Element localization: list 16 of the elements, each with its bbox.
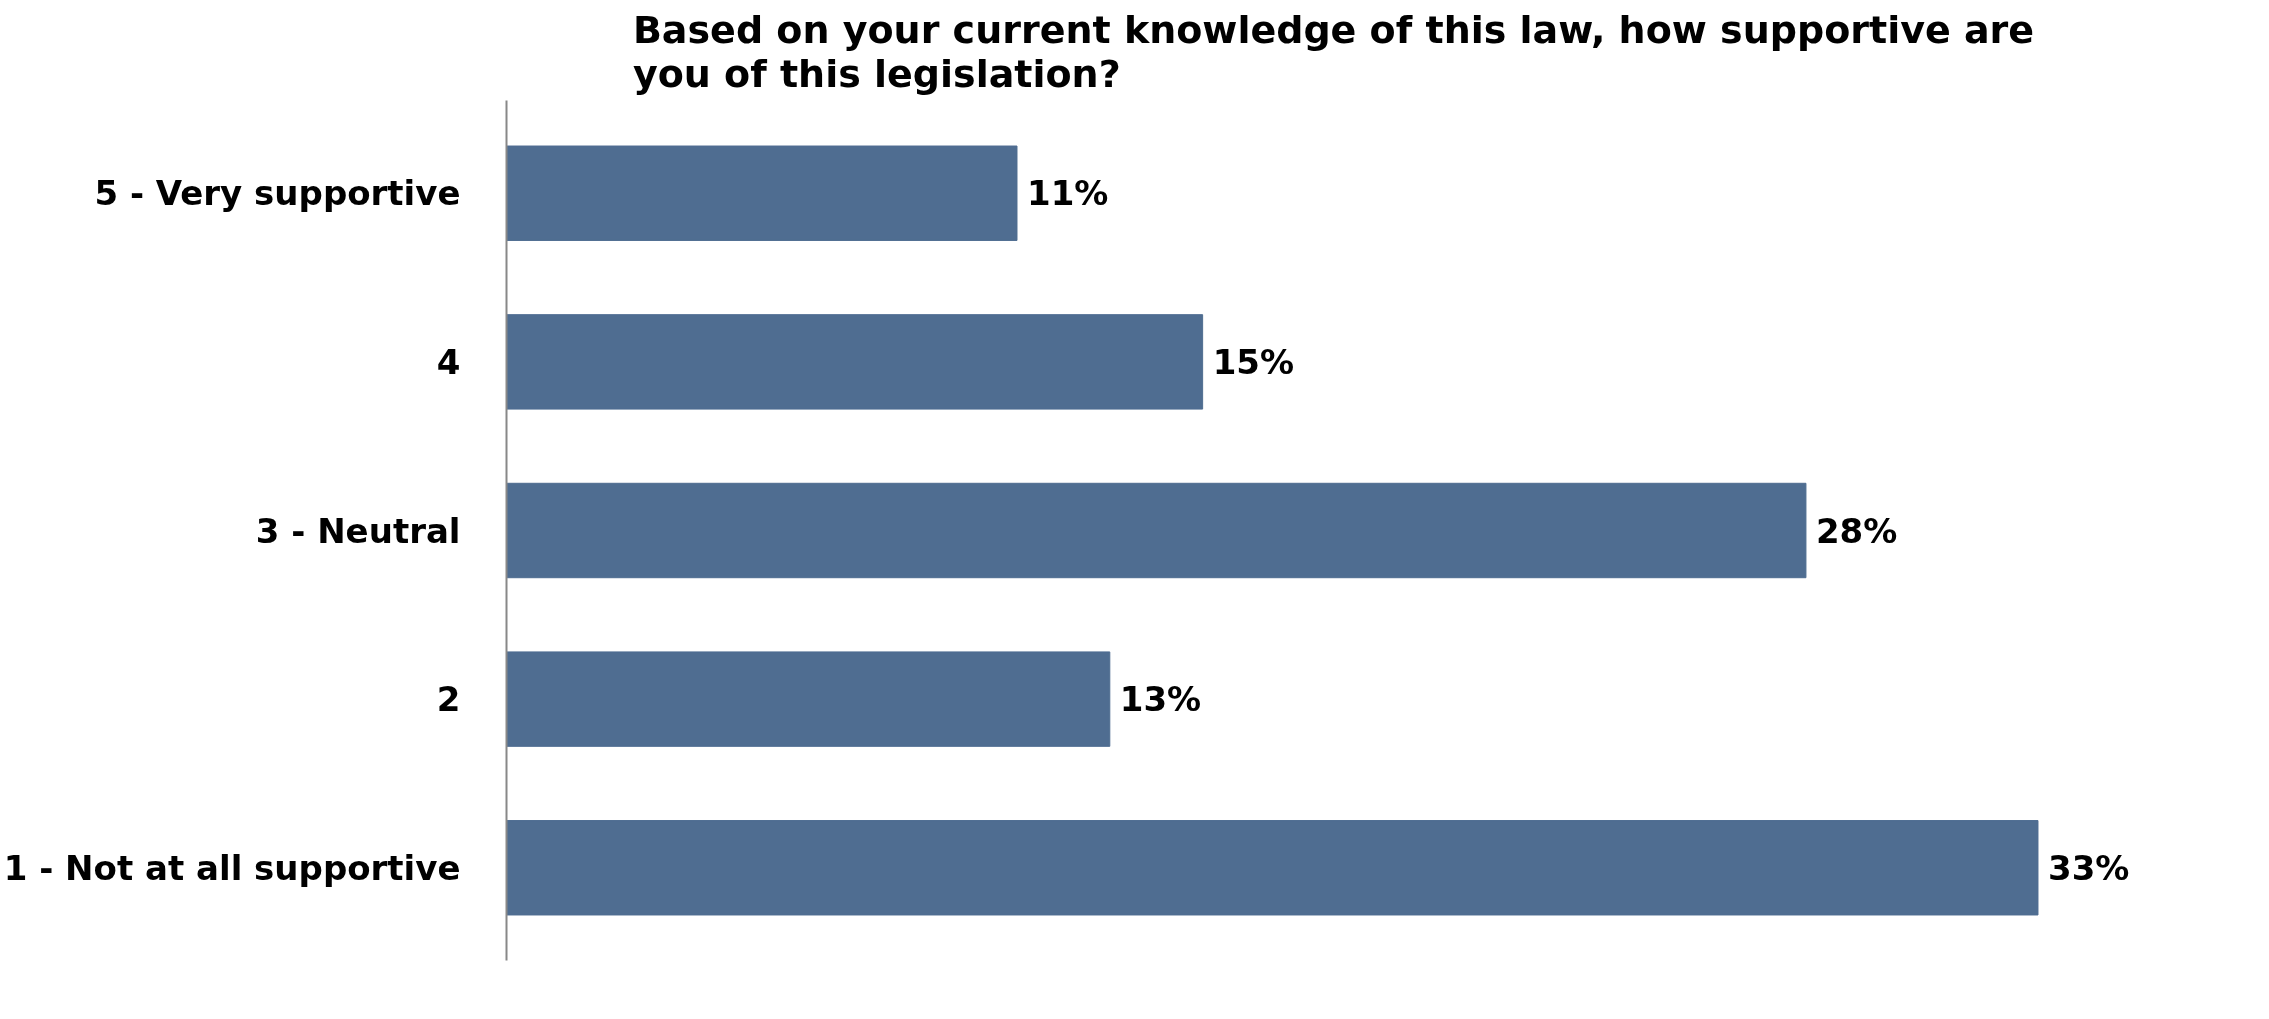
data-label: 28% — [1815, 510, 1898, 551]
data-label: 15% — [1212, 341, 1295, 382]
y-tick-label: 4 — [436, 341, 461, 382]
data-label: 13% — [1119, 679, 1202, 720]
bar — [506, 482, 1807, 579]
data-label: 11% — [1026, 173, 1109, 214]
bar — [506, 651, 1111, 747]
y-tick-label: 3 - Neutral — [255, 510, 461, 551]
bar — [506, 820, 2039, 916]
data-label: 33% — [2047, 847, 2130, 888]
bar — [506, 314, 1204, 410]
chart-title: Based on your current knowledge of this law, how supportive are you of this legislation? — [632, 7, 2035, 96]
y-tick-label: 2 — [436, 679, 461, 720]
y-tick-label: 5 - Very supportive — [94, 173, 461, 214]
y-tick-label: 1 - Not at all supportive — [3, 847, 461, 888]
bar — [506, 145, 1018, 241]
